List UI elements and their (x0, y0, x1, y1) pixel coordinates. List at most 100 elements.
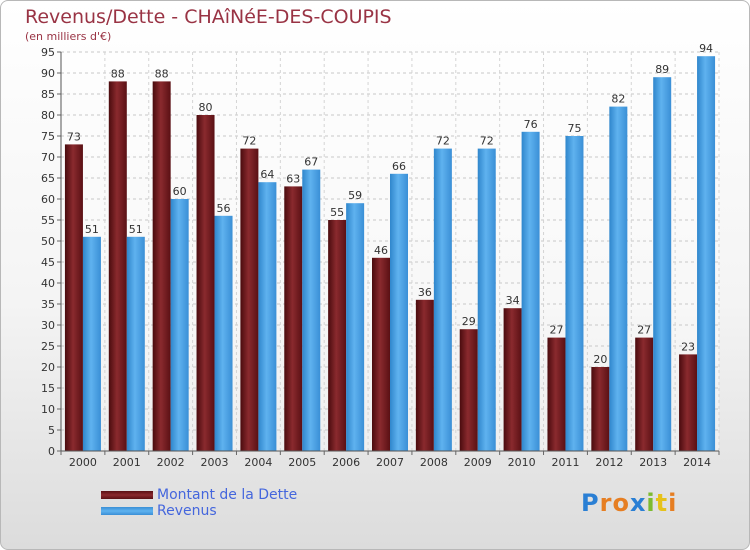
y-tick-label: 15 (41, 382, 55, 395)
legend-label-dette: Montant de la Dette (157, 487, 298, 503)
x-tick-label: 2008 (420, 456, 448, 469)
bar-dette (415, 299, 434, 451)
data-label-revenus: 76 (524, 118, 538, 131)
x-tick-label: 2004 (244, 456, 272, 469)
x-tick-label: 2009 (464, 456, 492, 469)
bar-revenus (433, 148, 452, 451)
y-tick-label: 45 (41, 256, 55, 269)
bar-dette (591, 367, 610, 451)
y-tick-label: 95 (41, 46, 55, 59)
data-label-dette: 27 (637, 324, 651, 337)
bar-revenus (82, 236, 101, 451)
data-label-revenus: 60 (173, 185, 187, 198)
x-tick-label: 2007 (376, 456, 404, 469)
x-tick-label: 2001 (113, 456, 141, 469)
bar-dette (64, 144, 83, 451)
data-label-dette: 72 (242, 135, 256, 148)
legend-swatch-revenus (101, 507, 153, 515)
x-tick-label: 2003 (201, 456, 229, 469)
chart-subtitle: (en milliers d'€) (25, 30, 112, 43)
bar-revenus (697, 56, 716, 451)
logo-letter: o (612, 489, 630, 517)
data-label-dette: 55 (330, 206, 344, 219)
data-label-dette: 46 (374, 244, 388, 257)
chart-title: Revenus/Dette - CHAîNéE-DES-COUPIS (25, 6, 392, 28)
data-label-revenus: 51 (85, 223, 99, 236)
data-label-dette: 29 (462, 315, 476, 328)
legend-label-revenus: Revenus (157, 503, 217, 519)
y-tick-label: 50 (41, 235, 55, 248)
bar-revenus (390, 173, 408, 452)
data-label-dette: 63 (286, 172, 300, 185)
data-label-dette: 20 (593, 353, 607, 366)
x-tick-label: 2011 (551, 456, 579, 469)
data-label-revenus: 56 (217, 202, 231, 215)
bar-revenus (302, 169, 321, 451)
logo-letter: P (581, 489, 600, 517)
bar-dette (196, 115, 215, 451)
x-tick-label: 2006 (332, 456, 360, 469)
bar-revenus (126, 236, 145, 451)
y-tick-label: 75 (41, 130, 55, 143)
y-tick-label: 70 (41, 151, 55, 164)
bar-revenus (565, 136, 584, 451)
x-tick-label: 2010 (508, 456, 536, 469)
data-label-revenus: 51 (129, 223, 143, 236)
data-label-revenus: 82 (611, 93, 625, 106)
bar-dette (459, 329, 478, 451)
data-label-revenus: 89 (655, 63, 669, 76)
bar-dette (635, 337, 654, 451)
logo-letter: t (655, 489, 669, 517)
proxiti-logo: Proxiti (581, 489, 677, 517)
data-label-dette: 23 (681, 340, 695, 353)
logo-letter: r (599, 489, 613, 517)
y-tick-label: 90 (41, 67, 55, 80)
data-label-revenus: 72 (436, 135, 450, 148)
x-tick-label: 2005 (288, 456, 316, 469)
y-tick-label: 55 (41, 214, 55, 227)
data-label-dette: 34 (506, 294, 520, 307)
bar-revenus (653, 77, 672, 451)
data-label-dette: 88 (111, 67, 125, 80)
bar-dette (547, 337, 566, 451)
data-label-revenus: 75 (567, 122, 581, 135)
x-tick-label: 2002 (157, 456, 185, 469)
bar-revenus (609, 106, 628, 451)
logo-letter: x (629, 489, 647, 517)
y-tick-label: 40 (41, 277, 55, 290)
bar-revenus (258, 182, 277, 451)
legend-item-revenus: Revenus (101, 503, 297, 519)
x-tick-label: 2012 (595, 456, 623, 469)
bar-dette (503, 308, 522, 451)
y-tick-label: 80 (41, 109, 55, 122)
logo-letter: i (668, 489, 678, 517)
data-label-revenus: 64 (260, 168, 274, 181)
bar-dette (328, 220, 347, 451)
y-tick-label: 10 (41, 403, 55, 416)
y-tick-label: 65 (41, 172, 55, 185)
bar-revenus (214, 215, 233, 451)
legend-swatch-dette (101, 491, 153, 499)
y-tick-label: 35 (41, 298, 55, 311)
bar-revenus (170, 199, 189, 451)
data-label-revenus: 72 (480, 135, 494, 148)
y-tick-label: 85 (41, 88, 55, 101)
data-label-revenus: 59 (348, 189, 362, 202)
y-tick-label: 20 (41, 361, 55, 374)
x-tick-label: 2000 (69, 456, 97, 469)
data-label-dette: 36 (418, 286, 432, 299)
legend-item-dette: Montant de la Dette (101, 487, 297, 503)
y-tick-label: 25 (41, 340, 55, 353)
x-tick-label: 2013 (639, 456, 667, 469)
y-tick-label: 30 (41, 319, 55, 332)
bar-dette (372, 257, 390, 451)
bar-dette (284, 186, 303, 451)
data-label-revenus: 67 (304, 156, 318, 169)
y-tick-label: 60 (41, 193, 55, 206)
bar-revenus (477, 148, 496, 451)
bar-dette (240, 148, 259, 451)
bar-dette (679, 354, 698, 451)
bar-dette (152, 81, 171, 452)
